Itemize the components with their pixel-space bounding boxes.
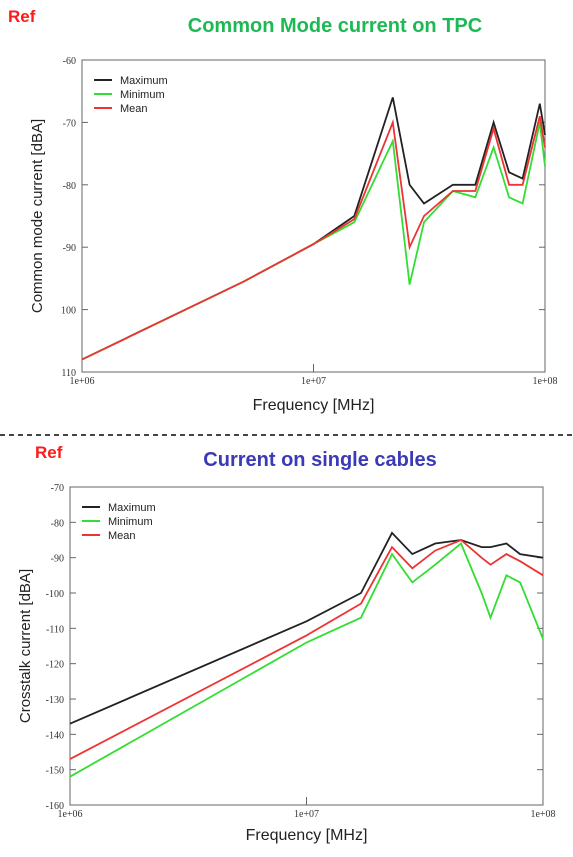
y-tick-label: 100 [61,306,76,317]
x-tick-label: 1e+06 [57,809,82,820]
legend-label: Maximum [120,75,168,87]
legend-label: Maximum [108,502,156,514]
y-tick-label: -80 [51,518,64,529]
y-tick-label: -120 [46,660,64,671]
x-tick-label: 1e+06 [69,376,94,387]
chart-title: Current on single cables [203,449,436,471]
series-line [69,538,544,760]
x-axis-label: Frequency [MHz] [246,827,368,844]
series-line [69,531,544,725]
x-axis-label: Frequency [MHz] [253,397,375,414]
legend-label: Mean [108,530,136,542]
y-tick-label: -80 [63,181,76,192]
series-line [81,115,546,361]
y-axis-label: Common mode current [dBA] [29,119,46,313]
y-tick-label: -90 [63,243,76,254]
series-line [81,97,546,361]
y-axis-label: Crosstalk current [dBA] [17,569,34,723]
plot-frame [69,486,544,806]
ref-label: Ref [35,443,63,462]
y-tick-label: -60 [63,56,76,67]
series-line [69,542,544,778]
x-tick-label: 1e+07 [294,809,319,820]
y-tick-label: -150 [46,766,64,777]
y-tick-label: -140 [46,730,64,741]
legend-label: Minimum [120,89,165,101]
series-line [81,122,546,361]
x-tick-label: 1e+07 [301,376,326,387]
legend-label: Mean [120,103,148,115]
y-tick-label: -110 [46,624,64,635]
x-tick-label: 1e+08 [532,376,557,387]
y-tick-label: -160 [46,801,64,812]
chart-title: Common Mode current on TPC [188,15,482,37]
x-tick-label: 1e+08 [530,809,555,820]
y-tick-label: -100 [46,589,64,600]
y-tick-label: -130 [46,695,64,706]
y-tick-label: 110 [61,368,76,379]
legend-label: Minimum [108,516,153,528]
y-tick-label: -70 [63,118,76,129]
y-tick-label: -90 [51,554,64,565]
ref-label: Ref [8,7,36,26]
y-tick-label: -70 [51,483,64,494]
